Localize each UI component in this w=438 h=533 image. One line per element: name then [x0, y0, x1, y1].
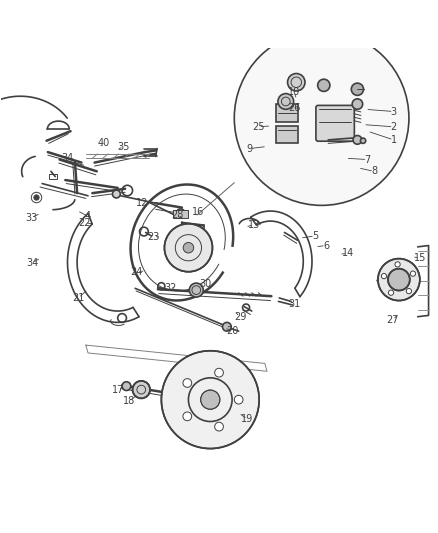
Circle shape [34, 195, 39, 200]
Text: 16: 16 [192, 207, 204, 217]
Text: 10: 10 [288, 87, 300, 97]
Text: 13: 13 [248, 220, 260, 230]
Circle shape [318, 79, 330, 92]
Circle shape [215, 422, 223, 431]
Circle shape [395, 262, 400, 267]
Text: 9: 9 [247, 143, 253, 154]
Text: 20: 20 [226, 326, 238, 336]
Circle shape [215, 368, 223, 377]
Circle shape [176, 209, 185, 217]
Text: 26: 26 [288, 103, 300, 114]
Circle shape [201, 390, 220, 409]
Circle shape [133, 381, 150, 398]
Bar [173, 210, 188, 219]
Circle shape [164, 224, 212, 272]
Text: 4: 4 [85, 211, 91, 221]
Circle shape [410, 271, 416, 276]
Circle shape [389, 290, 394, 295]
Text: 34: 34 [61, 153, 73, 163]
Bar [49, 174, 57, 179]
Circle shape [406, 288, 412, 294]
Text: 34: 34 [26, 258, 38, 268]
Text: 6: 6 [323, 240, 329, 251]
Circle shape [234, 31, 409, 205]
FancyBboxPatch shape [316, 106, 354, 141]
Text: 33: 33 [25, 213, 37, 223]
Circle shape [183, 412, 192, 421]
Text: 29: 29 [234, 312, 246, 322]
Circle shape [351, 83, 364, 95]
Text: 19: 19 [241, 414, 254, 424]
Text: 15: 15 [413, 253, 426, 263]
Circle shape [378, 259, 420, 301]
Bar [276, 104, 298, 123]
Text: 14: 14 [342, 248, 354, 259]
Circle shape [122, 382, 131, 391]
Bar [276, 126, 298, 143]
Circle shape [223, 322, 231, 331]
Circle shape [234, 395, 243, 404]
Text: 40: 40 [97, 139, 110, 148]
Circle shape [161, 351, 259, 449]
Text: 8: 8 [371, 166, 377, 176]
Text: 21: 21 [72, 293, 85, 303]
Text: 35: 35 [118, 142, 130, 152]
Text: 28: 28 [171, 210, 184, 220]
Text: 3: 3 [391, 107, 397, 117]
Circle shape [360, 138, 366, 143]
Circle shape [278, 94, 293, 109]
Circle shape [288, 74, 305, 91]
Text: 17: 17 [112, 385, 124, 394]
Text: 31: 31 [288, 298, 300, 309]
Text: 22: 22 [79, 218, 91, 228]
Text: 32: 32 [164, 284, 176, 293]
Text: 24: 24 [131, 266, 143, 277]
Text: 12: 12 [136, 198, 149, 208]
Circle shape [388, 269, 410, 290]
Text: 30: 30 [199, 279, 211, 289]
Text: 27: 27 [386, 315, 399, 325]
Text: 7: 7 [364, 155, 371, 165]
Circle shape [183, 378, 192, 387]
Text: 1: 1 [391, 135, 397, 145]
Text: 23: 23 [147, 232, 160, 242]
Text: 18: 18 [124, 396, 136, 406]
Circle shape [381, 273, 387, 279]
Circle shape [189, 283, 203, 297]
Text: 5: 5 [312, 231, 318, 241]
Text: 2: 2 [391, 122, 397, 132]
Circle shape [113, 190, 120, 198]
Circle shape [353, 135, 362, 144]
Text: 25: 25 [252, 122, 265, 132]
Circle shape [183, 243, 194, 253]
Circle shape [352, 99, 363, 109]
